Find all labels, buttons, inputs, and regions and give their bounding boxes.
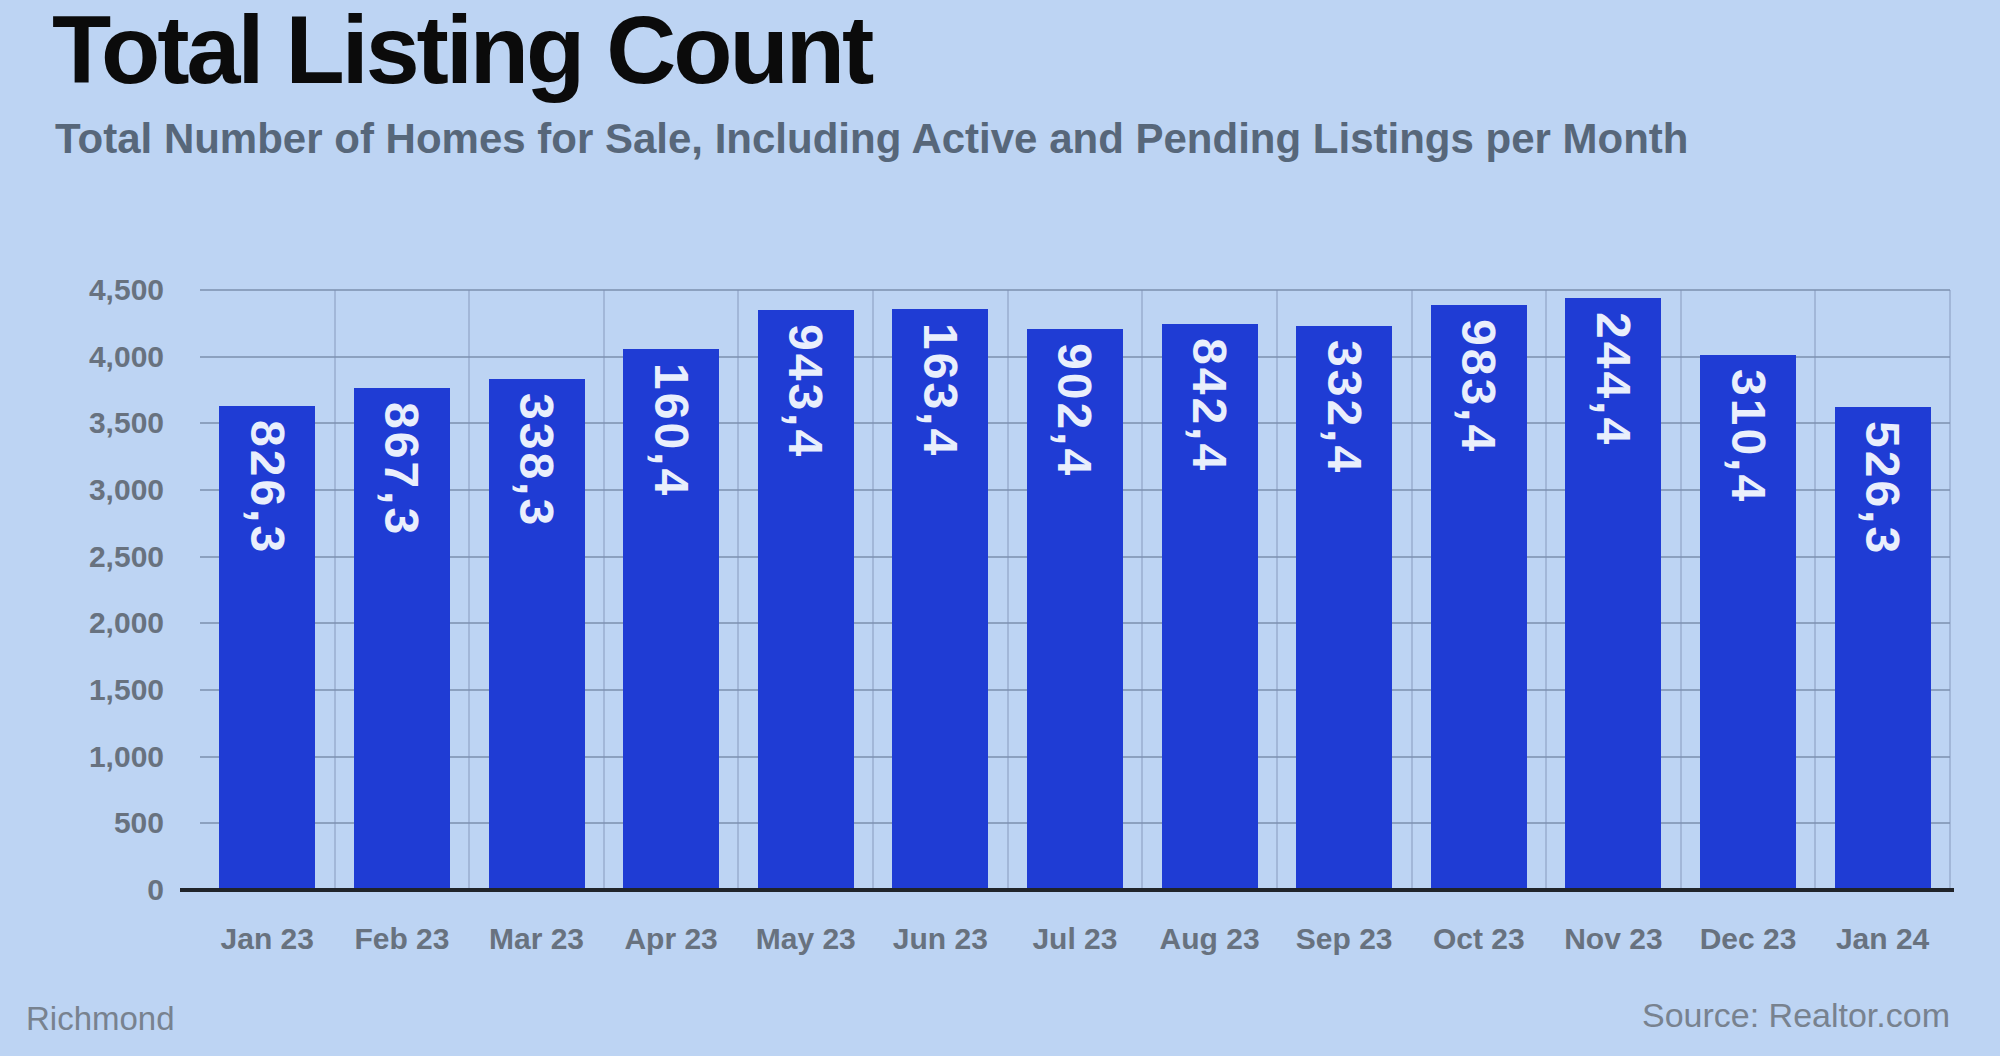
bar-value-label: 310,4 <box>1721 369 1776 504</box>
bar-column: 163,4 <box>873 290 1008 890</box>
bars-container: 826,3 867,3 338,3 160,4 943,4 163,4 902,4 842,4… <box>200 290 1950 890</box>
x-tick-label: Sep 23 <box>1277 922 1412 956</box>
bar-column: 842,4 <box>1142 290 1277 890</box>
bar: 526,3 <box>1835 407 1931 890</box>
x-tick-label: Jul 23 <box>1008 922 1143 956</box>
bar-value-label: 160,4 <box>644 363 699 498</box>
x-tick-label: Jan 23 <box>200 922 335 956</box>
location-label: Richmond <box>26 1000 175 1038</box>
y-tick-label: 2,000 <box>0 607 164 639</box>
chart-title: Total Listing Count <box>52 0 871 108</box>
x-tick-label: Feb 23 <box>335 922 470 956</box>
bar: 842,4 <box>1162 324 1258 890</box>
bar-column: 943,4 <box>738 290 873 890</box>
bar-value-label: 338,3 <box>509 393 564 528</box>
bar: 902,4 <box>1027 329 1123 890</box>
bar: 163,4 <box>892 309 988 890</box>
bar: 160,4 <box>623 349 719 890</box>
y-tick-label: 1,000 <box>0 741 164 773</box>
bar-value-label: 332,4 <box>1317 340 1372 475</box>
bar: 867,3 <box>354 388 450 890</box>
bar-column: 526,3 <box>1815 290 1950 890</box>
bar-column: 338,3 <box>469 290 604 890</box>
bar: 244,4 <box>1565 298 1661 890</box>
bar: 332,4 <box>1296 326 1392 890</box>
bar: 983,4 <box>1431 305 1527 890</box>
y-tick-label: 2,500 <box>0 541 164 573</box>
bar-column: 867,3 <box>335 290 470 890</box>
x-tick-label: May 23 <box>738 922 873 956</box>
y-tick-label: 0 <box>0 874 164 906</box>
bar-value-label: 867,3 <box>374 402 429 537</box>
x-tick-label: Jun 23 <box>873 922 1008 956</box>
bar-value-label: 244,4 <box>1586 312 1641 447</box>
y-axis: 05001,0001,5002,0002,5003,0003,5004,0004… <box>0 290 164 890</box>
bar-column: 826,3 <box>200 290 335 890</box>
bar-value-label: 526,3 <box>1855 421 1910 556</box>
bar: 943,4 <box>758 310 854 890</box>
x-tick-label: Dec 23 <box>1681 922 1816 956</box>
y-tick-label: 500 <box>0 807 164 839</box>
x-tick-label: Nov 23 <box>1546 922 1681 956</box>
source-label: Source: Realtor.com <box>1642 996 1950 1035</box>
y-tick-label: 4,500 <box>0 274 164 306</box>
y-tick-label: 4,000 <box>0 341 164 373</box>
bar-column: 310,4 <box>1681 290 1816 890</box>
bar-column: 902,4 <box>1008 290 1143 890</box>
chart-subtitle: Total Number of Homes for Sale, Includin… <box>55 114 1688 164</box>
x-axis-line <box>180 888 1954 892</box>
y-tick-label: 3,000 <box>0 474 164 506</box>
bar-value-label: 983,4 <box>1451 319 1506 454</box>
x-tick-label: Apr 23 <box>604 922 739 956</box>
bar: 826,3 <box>219 406 315 890</box>
bar: 310,4 <box>1700 355 1796 890</box>
x-tick-label: Jan 24 <box>1815 922 1950 956</box>
bar-value-label: 842,4 <box>1182 338 1237 473</box>
chart-canvas: Total Listing Count Total Number of Home… <box>0 0 2000 1056</box>
bar-column: 244,4 <box>1546 290 1681 890</box>
bar: 338,3 <box>489 379 585 890</box>
x-tick-label: Mar 23 <box>469 922 604 956</box>
bar-column: 160,4 <box>604 290 739 890</box>
x-tick-label: Oct 23 <box>1411 922 1546 956</box>
x-axis-labels: Jan 23Feb 23Mar 23Apr 23May 23Jun 23Jul … <box>200 922 1950 956</box>
x-tick-label: Aug 23 <box>1142 922 1277 956</box>
bar-value-label: 902,4 <box>1047 343 1102 478</box>
bar-column: 332,4 <box>1277 290 1412 890</box>
bar-value-label: 163,4 <box>913 323 968 458</box>
y-tick-label: 1,500 <box>0 674 164 706</box>
y-tick-label: 3,500 <box>0 407 164 439</box>
bar-value-label: 943,4 <box>778 324 833 459</box>
bar-column: 983,4 <box>1411 290 1546 890</box>
plot-area: 826,3 867,3 338,3 160,4 943,4 163,4 902,4 842,4… <box>200 290 1950 890</box>
bar-value-label: 826,3 <box>240 420 295 555</box>
